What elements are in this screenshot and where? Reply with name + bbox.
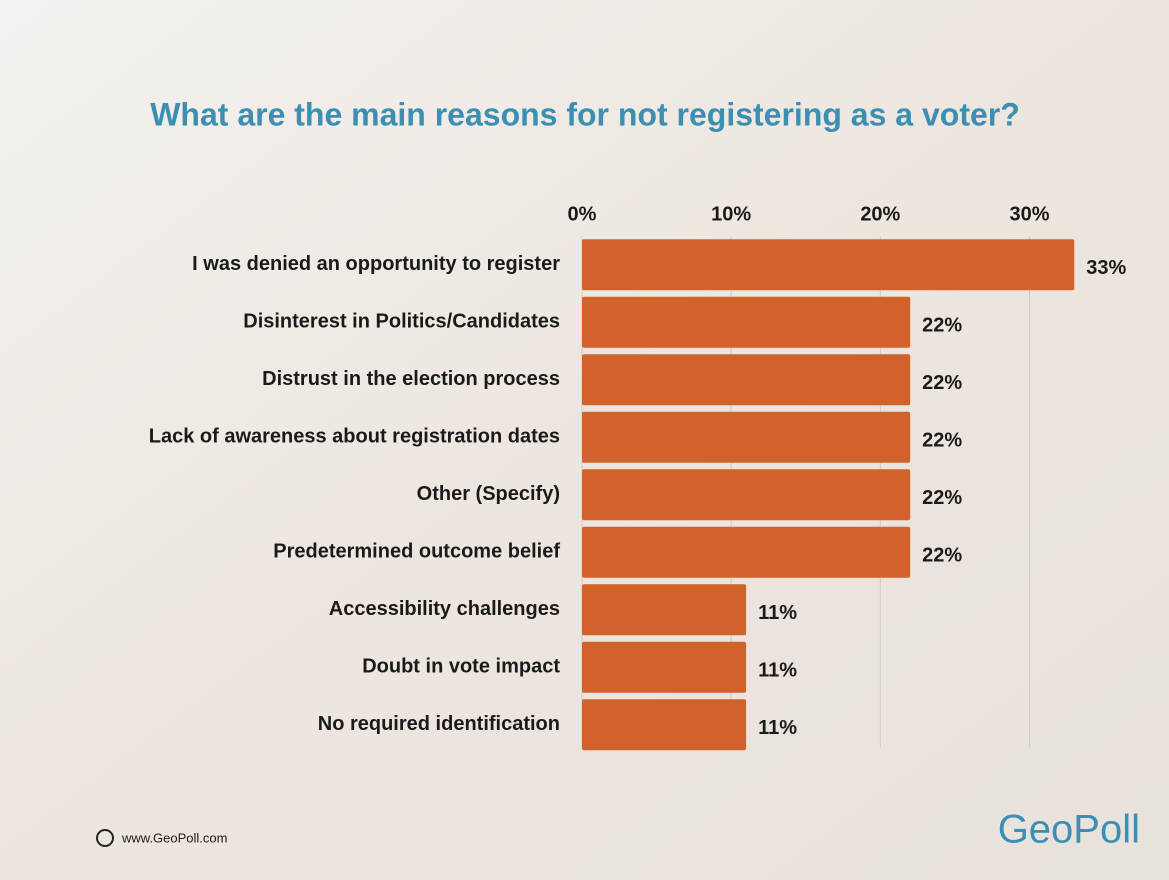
bar [582,239,1075,291]
bar [582,641,747,693]
value-label: 22% [922,315,962,337]
x-tick-label: 30% [1009,203,1049,225]
value-label: 22% [922,487,962,509]
x-tick-label: 0% [568,203,597,225]
bar [582,584,747,636]
y-tick-label: Predetermined outcome belief [273,541,560,563]
y-tick-label: Lack of awareness about registration dat… [149,426,560,448]
y-tick-label: Other (Specify) [417,483,560,505]
y-tick-label: No required identification [318,713,560,735]
bar [582,296,911,348]
y-tick-label: Doubt in vote impact [362,656,560,678]
value-label: 22% [922,372,962,394]
value-label: 22% [922,545,962,567]
bar [582,354,911,406]
value-label: 11% [758,602,797,624]
globe-icon [96,829,114,847]
x-tick-label: 10% [711,203,751,225]
x-tick-label: 20% [860,203,900,225]
y-tick-label: I was denied an opportunity to register [192,253,560,275]
bar [582,469,911,521]
logo: GeoPoll [998,808,1140,852]
value-label: 11% [758,717,797,739]
footer: www.GeoPoll.com [121,830,227,845]
value-label: 22% [922,430,962,452]
chart-title: What are the main reasons for not regist… [150,96,1020,132]
bar [582,699,747,751]
y-tick-label: Distrust in the election process [262,368,560,390]
bar [582,526,911,578]
y-tick-label: Accessibility challenges [329,598,560,620]
y-tick-label: Disinterest in Politics/Candidates [243,311,560,333]
value-label: 33% [1086,257,1126,279]
value-label: 11% [758,660,797,682]
bar [582,411,911,463]
